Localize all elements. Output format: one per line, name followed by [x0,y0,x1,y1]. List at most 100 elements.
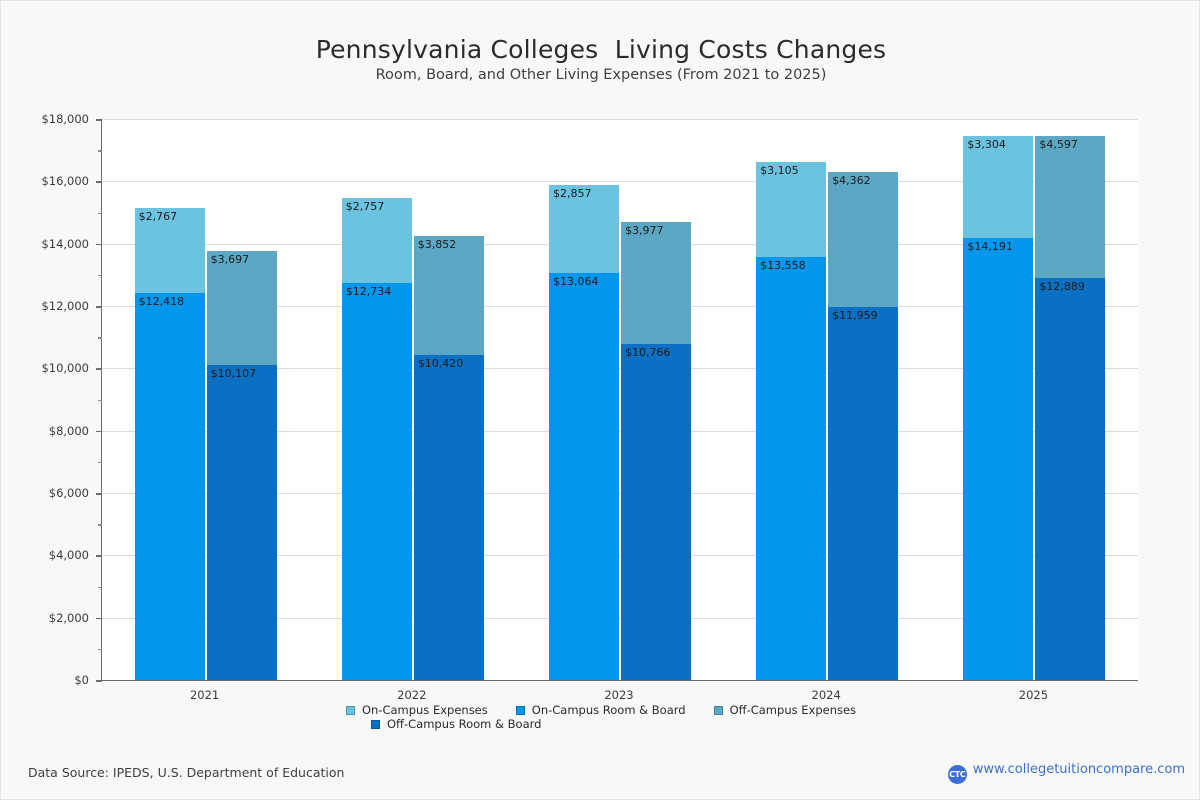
data-source-note: Data Source: IPEDS, U.S. Department of E… [28,765,345,780]
y-tick-major [96,493,102,495]
bar-on-campus-2024[interactable]: $13,558 $3,105 [756,160,827,680]
bar-segment[interactable]: $10,420 [413,355,484,680]
y-tick-minor [98,586,102,588]
gridline [102,243,1138,245]
bar-on-campus-2022[interactable]: $12,734 $2,757 [341,197,412,680]
legend-color-swatch [345,706,355,715]
bar-value-label: $3,304 [967,137,1006,151]
brand-url-label: www.collegetuitioncompare.com [972,762,1185,777]
legend-color-swatch [713,706,723,715]
legend-row: Off-Campus Room & Board [1,717,1200,731]
y-axis-tick-label: $16,000 [41,174,89,189]
legend-item[interactable]: Off-Campus Room & Board [371,717,541,731]
y-axis-tick-label: $2,000 [48,610,89,625]
bar-segment[interactable]: $12,734 [341,283,412,680]
bar-segment[interactable]: $3,852 [413,235,484,356]
chart-legend: On-Campus Expenses On-Campus Room & Board… [1,703,1200,731]
legend-item[interactable]: Off-Campus Expenses [713,703,857,717]
y-tick-major [96,368,102,370]
bar-value-label: $12,889 [1039,280,1085,294]
gridline [102,306,1138,307]
x-axis-tick-label: 2022 [397,688,427,702]
y-axis-tick-label: $0 [74,673,89,687]
legend-item[interactable]: On-Campus Room & Board [515,703,686,717]
y-tick-minor [98,461,102,464]
legend-label: On-Campus Expenses [361,703,488,717]
legend-item[interactable]: On-Campus Expenses [345,703,488,717]
y-tick-minor [98,150,102,152]
bar-off-campus-2023[interactable]: $10,766 $3,977 [621,220,691,680]
bar-segment[interactable]: $11,959 [828,307,899,680]
bar-segment[interactable]: $13,064 [549,272,619,680]
bar-value-label: $4,362 [832,174,871,188]
y-axis-tick-label: $8,000 [48,423,89,438]
bar-value-label: $3,852 [417,238,457,252]
y-axis-tick-label: $4,000 [48,548,89,563]
bar-value-label: $13,064 [553,274,599,288]
gridline [102,555,1138,557]
y-tick-minor [98,648,102,651]
plot-area: $12,418 $2,767 $10,107 $3,697 $12,734 $2,757 $… [96,119,1138,682]
y-tick-major [96,617,102,620]
y-tick-major [96,430,102,433]
bar-off-campus-2021[interactable]: $10,107 $3,697 [206,249,277,680]
gridline [102,493,1138,494]
bar-value-label: $3,105 [760,163,799,177]
bar-on-campus-2025[interactable]: $14,191 $3,304 [963,134,1034,680]
bar-segment[interactable]: $10,766 [621,344,691,680]
legend-label: Off-Campus Expenses [729,703,857,717]
bar-segment[interactable]: $4,597 [1035,135,1106,279]
bar-value-label: $2,767 [138,209,178,223]
x-axis-tick-label: 2023 [604,688,634,702]
gridline [102,368,1138,370]
y-tick-major [96,306,102,308]
x-axis-tick-label: 2025 [1018,688,1049,702]
bar-segment[interactable]: $3,977 [621,220,691,345]
bar-off-campus-2025[interactable]: $12,889 $4,597 [1035,135,1106,680]
brand-link[interactable]: CTC www.collegetuitioncompare.com [947,762,1185,784]
bar-segment[interactable]: $2,767 [134,206,205,293]
legend-label: On-Campus Room & Board [531,703,686,717]
gridline [102,430,1138,432]
bar-segment[interactable]: $2,857 [549,183,619,273]
y-axis-tick-label: $10,000 [41,361,89,376]
y-axis-tick-label: $14,000 [41,236,89,251]
gridline [102,119,1138,120]
bar-on-campus-2023[interactable]: $13,064 $2,857 [549,183,619,680]
legend-label: Off-Campus Room & Board [387,717,542,731]
bar-value-label: $2,757 [345,200,385,214]
bar-off-campus-2024[interactable]: $11,959 $4,362 [828,171,899,680]
bar-segment[interactable]: $10,107 [206,365,277,680]
bar-off-campus-2022[interactable]: $10,420 $3,852 [413,235,484,680]
y-tick-minor [98,337,102,339]
x-axis-tick-label: 2024 [811,688,841,702]
y-tick-minor [98,524,102,526]
bar-value-label: $3,697 [210,252,250,266]
bar-value-label: $14,191 [967,239,1013,253]
bar-segment[interactable]: $3,105 [756,160,827,258]
gridline [102,181,1138,183]
bar-segment[interactable]: $3,304 [963,134,1034,238]
bar-value-label: $12,734 [345,285,392,299]
y-tick-minor [98,399,102,401]
bar-value-label: $10,420 [417,357,464,371]
bar-segment[interactable]: $12,889 [1035,278,1106,680]
gridline [102,617,1138,619]
y-tick-major [96,119,102,121]
bar-on-campus-2021[interactable]: $12,418 $2,767 [134,206,205,680]
bar-segment[interactable]: $12,418 [134,292,205,680]
legend-color-swatch [515,706,525,715]
y-tick-major [96,555,102,557]
bar-value-label: $12,418 [138,294,185,308]
legend-color-swatch [371,720,380,729]
bar-segment[interactable]: $2,757 [341,197,412,284]
bar-segment[interactable]: $4,362 [828,171,899,308]
y-axis-tick-label: $6,000 [48,486,89,500]
bar-segment[interactable]: $13,558 [756,257,827,680]
page-title: Pennsylvania Colleges Living Costs Chang… [315,35,887,64]
bar-value-label: $3,977 [625,223,664,237]
bar-segment[interactable]: $14,191 [963,237,1034,680]
y-tick-major [96,243,102,246]
bar-value-label: $13,558 [760,259,806,273]
bar-segment[interactable]: $3,697 [206,249,277,365]
